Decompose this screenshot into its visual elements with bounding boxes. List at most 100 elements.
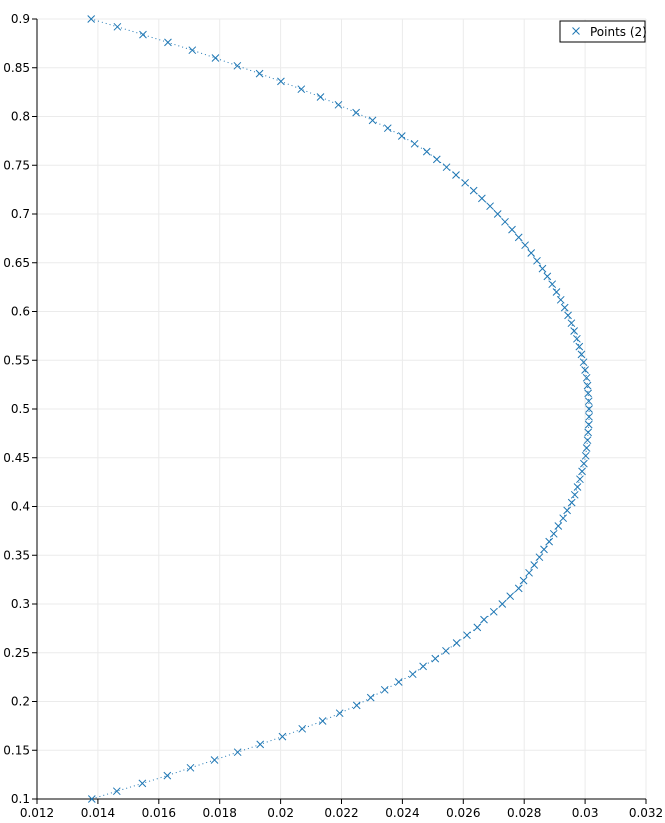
data-point (442, 163, 451, 172)
data-point (408, 670, 417, 679)
y-tick-label: 0.8 (11, 110, 30, 124)
data-point (422, 147, 431, 156)
data-point (366, 693, 375, 702)
data-point (581, 366, 589, 374)
data-point (519, 576, 528, 585)
data-point (432, 155, 441, 164)
data-point (585, 405, 593, 413)
data-point (498, 600, 507, 608)
data-point (540, 545, 548, 554)
data-point (543, 272, 552, 281)
series-layer (87, 15, 593, 803)
data-point (560, 303, 569, 312)
x-tick-label: 0.028 (507, 806, 541, 820)
data-point (575, 342, 584, 351)
data-point (478, 194, 486, 203)
data-point (211, 54, 220, 62)
data-point (486, 202, 494, 211)
data-point (383, 124, 392, 133)
data-point (493, 210, 502, 218)
data-point (113, 22, 122, 31)
series-0 (87, 15, 593, 803)
data-point (480, 615, 488, 624)
data-point (530, 561, 539, 569)
x-tick-label: 0.022 (324, 806, 358, 820)
data-point (397, 132, 406, 140)
data-point (548, 280, 557, 289)
data-point (87, 15, 96, 23)
legend-x-marker (572, 27, 580, 35)
data-point (255, 69, 264, 78)
data-point (579, 358, 588, 367)
data-point (501, 217, 509, 226)
y-tick-label: 0.35 (3, 548, 30, 562)
data-point (583, 436, 592, 445)
data-point (573, 334, 581, 343)
data-point (570, 327, 578, 335)
y-tick-label: 0.6 (11, 305, 30, 319)
y-tick-label: 0.55 (3, 353, 30, 367)
data-point (585, 412, 593, 421)
data-point (334, 100, 343, 109)
data-point (559, 514, 568, 523)
data-point (514, 584, 523, 593)
data-point (368, 116, 377, 125)
data-point (584, 397, 593, 406)
x-tick-label: 0.03 (572, 806, 599, 820)
data-point (533, 256, 541, 265)
data-point (514, 233, 523, 242)
x-tick-label: 0.024 (385, 806, 419, 820)
y-tick-label: 0.2 (11, 695, 30, 709)
data-point (576, 475, 584, 484)
data-point (582, 373, 591, 382)
data-point (163, 771, 172, 780)
data-point (577, 350, 586, 359)
y-tick-label: 0.9 (11, 12, 30, 26)
data-point (582, 444, 591, 452)
data-point (87, 795, 96, 803)
y-tick-label: 0.3 (11, 597, 30, 611)
data-point (233, 748, 242, 757)
data-point (452, 171, 460, 179)
y-tick-label: 0.1 (11, 792, 30, 806)
y-tick-label: 0.5 (11, 402, 30, 416)
data-point (521, 241, 529, 250)
data-point (583, 381, 592, 390)
data-point (297, 85, 306, 94)
data-point (469, 186, 478, 195)
data-point (335, 709, 344, 718)
data-point (318, 717, 327, 725)
data-point (380, 685, 389, 694)
x-tick-label: 0.016 (142, 806, 176, 820)
data-point (508, 225, 516, 234)
data-point (316, 93, 325, 101)
data-point (410, 139, 419, 148)
data-point (538, 264, 547, 273)
legend-label: Points (2) (590, 25, 647, 39)
y-tick-label: 0.45 (3, 451, 30, 465)
data-point (563, 506, 571, 515)
data-point (580, 459, 588, 468)
data-point (233, 61, 242, 70)
data-point (112, 787, 121, 796)
data-point (256, 740, 265, 749)
data-point (570, 490, 579, 499)
data-point (506, 592, 515, 601)
data-point (545, 537, 554, 546)
y-tick-label: 0.65 (3, 256, 30, 270)
data-point (556, 295, 565, 304)
data-point (277, 77, 285, 86)
data-point (461, 178, 469, 187)
data-point (352, 108, 360, 117)
legend: Points (2) (559, 20, 647, 43)
data-point (463, 631, 471, 640)
data-point (549, 529, 558, 538)
data-point (584, 389, 592, 398)
data-point (210, 756, 219, 764)
y-tick-label: 0.15 (3, 743, 30, 757)
x-tick-label: 0.026 (446, 806, 480, 820)
data-point (139, 30, 147, 39)
data-point (188, 46, 197, 55)
